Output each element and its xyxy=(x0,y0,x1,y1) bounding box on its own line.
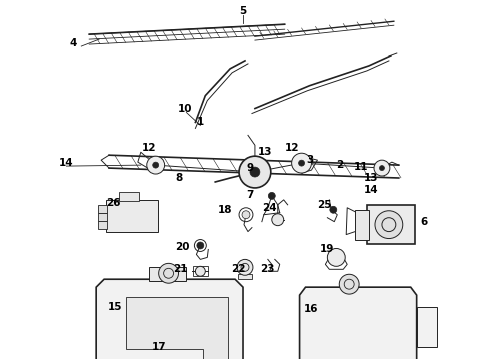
Polygon shape xyxy=(126,297,228,360)
Polygon shape xyxy=(416,307,437,347)
Circle shape xyxy=(269,192,275,199)
Circle shape xyxy=(379,166,385,171)
Circle shape xyxy=(375,211,403,239)
Circle shape xyxy=(159,264,178,283)
Text: 14: 14 xyxy=(364,185,378,195)
Circle shape xyxy=(374,160,390,176)
Text: 22: 22 xyxy=(231,264,245,274)
Text: 21: 21 xyxy=(173,264,188,274)
Circle shape xyxy=(196,266,205,276)
Circle shape xyxy=(298,160,305,166)
Text: 24: 24 xyxy=(263,203,277,213)
Text: 3: 3 xyxy=(306,155,313,165)
Circle shape xyxy=(197,242,204,249)
Circle shape xyxy=(330,206,337,213)
Polygon shape xyxy=(96,279,243,360)
Text: 2: 2 xyxy=(336,160,343,170)
Bar xyxy=(149,267,187,281)
Circle shape xyxy=(327,248,345,266)
Text: 16: 16 xyxy=(304,304,319,314)
Bar xyxy=(106,200,158,231)
Bar xyxy=(98,221,107,229)
Circle shape xyxy=(272,214,284,226)
Bar xyxy=(238,274,252,279)
Text: 5: 5 xyxy=(240,6,246,16)
Bar xyxy=(98,213,107,221)
Text: 20: 20 xyxy=(175,243,190,252)
Circle shape xyxy=(250,167,260,177)
Text: 13: 13 xyxy=(364,173,378,183)
Polygon shape xyxy=(299,287,416,360)
Circle shape xyxy=(147,156,165,174)
Circle shape xyxy=(153,162,159,168)
Text: 17: 17 xyxy=(151,342,166,352)
Text: 15: 15 xyxy=(108,302,122,312)
Text: 1: 1 xyxy=(196,117,204,127)
Bar xyxy=(355,210,369,239)
Text: 23: 23 xyxy=(261,264,275,274)
Text: 11: 11 xyxy=(354,162,368,172)
Text: 25: 25 xyxy=(317,200,332,210)
Bar xyxy=(119,192,139,201)
Text: 14: 14 xyxy=(59,158,74,168)
Text: 9: 9 xyxy=(246,163,253,173)
Circle shape xyxy=(339,274,359,294)
Bar xyxy=(194,266,208,276)
Circle shape xyxy=(292,153,312,173)
Text: 8: 8 xyxy=(175,173,182,183)
Text: 10: 10 xyxy=(178,104,193,113)
Text: 12: 12 xyxy=(284,143,299,153)
Text: 18: 18 xyxy=(218,205,232,215)
Circle shape xyxy=(239,156,271,188)
Bar xyxy=(367,205,415,244)
Text: 26: 26 xyxy=(106,198,120,208)
Bar xyxy=(98,205,107,213)
Text: 13: 13 xyxy=(258,147,272,157)
Text: 12: 12 xyxy=(142,143,156,153)
Text: 6: 6 xyxy=(420,217,427,227)
Text: 7: 7 xyxy=(246,190,254,200)
Text: 19: 19 xyxy=(320,244,335,255)
Circle shape xyxy=(242,211,250,219)
Text: 4: 4 xyxy=(70,38,77,48)
Circle shape xyxy=(237,260,253,275)
